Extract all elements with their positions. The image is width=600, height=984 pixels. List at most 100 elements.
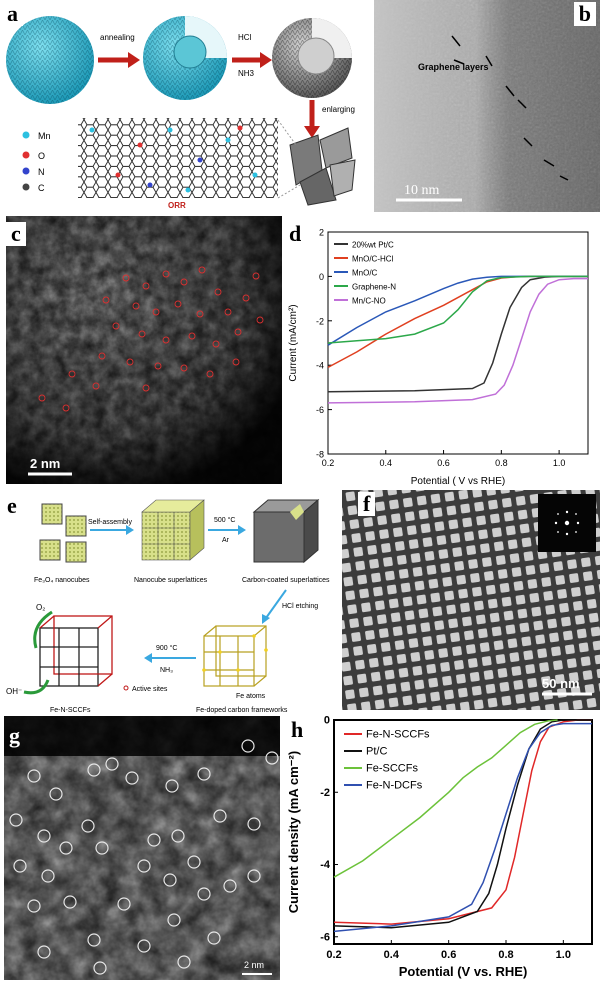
label-fe-atoms: Fe atoms [236,693,266,700]
legend-c: C [38,183,45,193]
chart-h-xtick-label: 0.4 [384,949,400,961]
single-atom-markers [38,266,264,412]
panel-h: 0.2 0.4 0.6 0.8 1.0 0 -2 -4 -6 Fe-N-SCCFs Pt/C Fe-S… [280,712,600,984]
label-framework: Fe-doped carbon frameworks [196,707,288,714]
chart-h-xtick-label: 0.2 [326,949,341,961]
graphene-lattice [78,118,278,198]
panel-c-haadf-image: 2 nm [6,216,282,484]
chart-d-ytick-label: -8 [316,450,324,460]
arrow-oh [23,679,50,695]
chart-d-legend-label: Graphene-N [352,283,396,292]
legend-o: O [38,151,45,161]
chart-d: 0.2 0.4 0.6 0.8 1.0 2 0 -2 -4 -6 -8 20%wt Pt/C MnO/C… [288,228,589,487]
fe-n-sccfs-product [39,615,113,687]
fe-atoms-markers [202,634,268,672]
panel-label-e: e [2,494,22,518]
chart-d-ytick-label: -6 [316,405,324,415]
panel-d: 0.2 0.4 0.6 0.8 1.0 2 0 -2 -4 -6 -8 20%wt Pt/C MnO/C… [282,216,600,490]
graphene-layer-arrows [451,35,569,181]
chart-h-xlabel: Potential (V vs. RHE) [399,964,528,979]
label-hcl-etching: HCl etching [282,603,318,610]
panel-label-d: d [284,222,307,246]
label-superlattices: Nanocube superlattices [134,577,208,584]
legend-mn: Mn [38,131,51,141]
graphene-layers-label: Graphene layers [418,62,489,72]
arrow-o2 [33,610,53,649]
chart-d-ytick-label: 0 [319,272,324,282]
chart-d-series-0 [327,275,588,393]
chart-d-plot-frame [327,231,589,455]
label-oh: OH⁻ [6,687,22,696]
chart-d-legend-label: MnO/C-HCl [352,255,394,264]
chart-h-legend-label: Fe-N-SCCFs [366,729,430,741]
chart-d-series-3 [327,275,588,344]
panel-e-schematic: Fe₃O₄ nanocubes Self-assembly Nanocube s… [6,498,330,714]
chart-h-series-1 [333,719,592,929]
label-hcl: HCl [238,33,252,42]
label-orr: ORR [168,201,186,210]
chart-d-legend-label: MnO/C [352,269,378,278]
chart-h-ytick-label: -4 [320,859,331,871]
chart-d-xtick-label: 0.2 [322,458,335,468]
chart-d-ytick-label: -2 [316,316,324,326]
chart-d-xtick-label: 0.6 [437,458,450,468]
fe3o4-nanocubes [39,503,87,563]
chart-h-series-3 [333,722,592,933]
chart-h-ytick-label: 0 [324,715,330,727]
panel-b: Graphene layers 10 nm b [374,0,600,212]
panel-g-haadf-image: 2 nm [4,716,280,980]
panel-f-tem-image: 50 nm [342,490,600,710]
chart-h-xtick-label: 0.6 [441,949,456,961]
panel-f: 50 nm f [342,490,600,710]
active-sites-marker [123,685,129,691]
arrow-hcl-etching [265,589,287,619]
chart-d-xlabel: Potential ( V vs RHE) [411,476,505,487]
chart-d-legend-label: 20%wt Pt/C [352,241,394,250]
panel-label-g: g [9,723,20,748]
single-atom-circles [9,739,279,975]
chart-d-ytick-label: -4 [316,361,324,371]
label-nanocubes: Fe₃O₄ nanocubes [34,577,90,584]
panel-label-c: c [6,222,26,246]
label-carbon-coated: Carbon-coated superlattices [242,577,330,584]
scale-bar-f-label: 50 nm [542,676,580,691]
chart-h-ytick-label: -2 [320,787,330,799]
label-product: Fe-N-SCCFs [50,707,91,714]
label-900c: 900 °C [156,644,177,652]
label-annealing: annealing [100,33,135,42]
chart-d-ytick-label: 2 [319,228,324,238]
chart-h-xtick-label: 0.8 [498,949,513,961]
panel-label-a: a [2,2,23,26]
label-nh3: NH3 [238,69,255,78]
label-active-sites: Active sites [132,686,168,693]
label-500c: 500 °C [214,516,235,524]
panel-c: 2 nm c [6,216,282,484]
label-nh3-e: NH₃ [160,667,173,674]
chart-h-series-0 [333,719,592,925]
chart-d-legend-label: Mn/C-NO [352,297,386,306]
panel-b-tem-image: Graphene layers 10 nm [374,0,600,212]
chart-h: 0.2 0.4 0.6 0.8 1.0 0 -2 -4 -6 Fe-N-SCCFs Pt/C Fe-S… [286,715,593,979]
panel-e: Fe₃O₄ nanocubes Self-assembly Nanocube s… [0,490,340,716]
chart-d-xtick-label: 0.4 [380,458,393,468]
fft-spots [554,510,580,536]
lattice-atoms [89,125,258,193]
atom-legend: Mn O N C [22,131,51,193]
chart-d-xtick-label: 0.8 [495,458,508,468]
nanocube-superlattice [141,499,205,561]
panel-label-f: f [358,492,376,516]
label-self-assembly: Self-assembly [88,519,132,526]
chart-h-series-2 [333,719,558,878]
chart-d-ylabel: Current (mA/cm²) [288,304,299,381]
scale-bar-g-label: 2 nm [244,960,264,970]
chart-h-legend-label: Fe-N-DCFs [366,780,423,792]
panel-a-schematic: Mn O N C annealing HCl NH3 enlarging ORR [6,16,356,210]
scale-bar-b-label: 10 nm [404,183,440,198]
chart-d-series-4 [327,277,588,404]
chart-d-xtick-label: 1.0 [553,458,566,468]
panel-g: 2 nm g [4,716,280,980]
label-o2: O₂ [36,603,45,612]
fe-doped-framework [203,625,267,687]
chart-h-ylabel: Current density (mA cm⁻²) [286,751,301,913]
chart-h-ytick-label: -6 [320,931,330,943]
